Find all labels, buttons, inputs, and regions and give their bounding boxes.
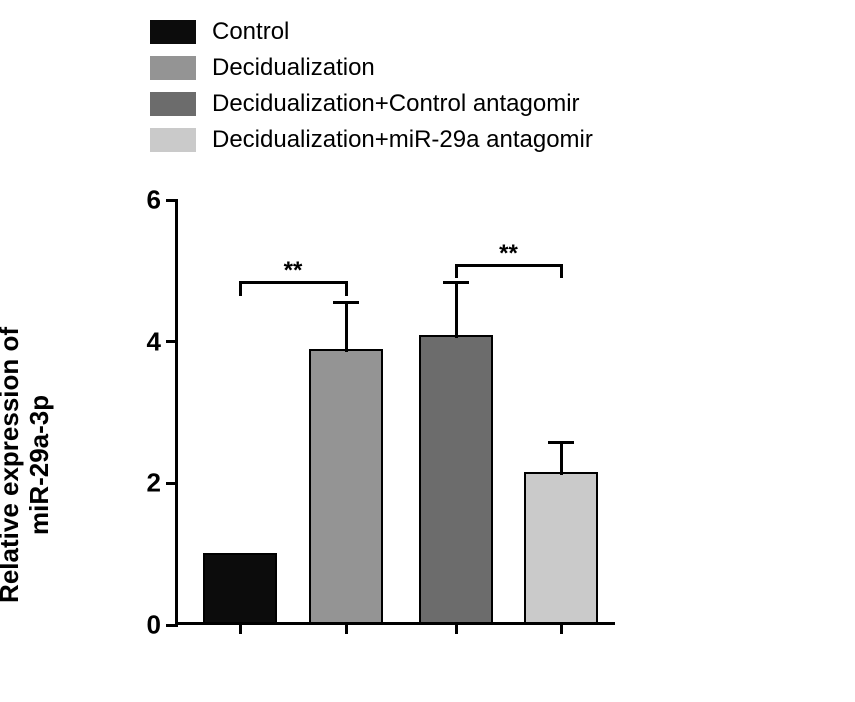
- plot-region: 0246****: [175, 200, 615, 625]
- error-bar-cap: [443, 281, 469, 284]
- y-tick-label: 2: [133, 468, 161, 499]
- error-bar: [560, 443, 563, 475]
- x-tick: [345, 622, 348, 634]
- y-tick: [166, 624, 178, 627]
- bar: [309, 349, 383, 622]
- chart-area: Relative expression of miR-29a-3p 0246**…: [60, 185, 680, 680]
- y-tick: [166, 199, 178, 202]
- legend-label: Decidualization: [212, 54, 375, 82]
- x-tick: [560, 622, 563, 634]
- legend-swatch: [150, 128, 196, 152]
- y-tick-label: 6: [133, 185, 161, 216]
- legend-swatch: [150, 92, 196, 116]
- significance-label: **: [499, 240, 518, 268]
- y-axis-label-line1: Relative expression of: [0, 327, 24, 603]
- y-tick-label: 0: [133, 610, 161, 641]
- significance-bracket-drop: [560, 264, 563, 278]
- legend-item: Decidualization+miR-29a antagomir: [150, 126, 593, 154]
- legend-item: Decidualization: [150, 54, 593, 82]
- legend-item: Decidualization+Control antagomir: [150, 90, 593, 118]
- bar: [524, 472, 598, 622]
- significance-label: **: [284, 257, 303, 285]
- legend-label: Decidualization+Control antagomir: [212, 90, 580, 118]
- legend: Control Decidualization Decidualization+…: [150, 18, 593, 162]
- error-bar: [345, 303, 348, 353]
- error-bar: [455, 283, 458, 338]
- x-tick: [239, 622, 242, 634]
- legend-item: Control: [150, 18, 593, 46]
- x-tick: [455, 622, 458, 634]
- legend-swatch: [150, 56, 196, 80]
- y-tick: [166, 340, 178, 343]
- legend-swatch: [150, 20, 196, 44]
- legend-label: Control: [212, 18, 289, 46]
- legend-label: Decidualization+miR-29a antagomir: [212, 126, 593, 154]
- significance-bracket-drop: [345, 281, 348, 295]
- y-axis-label-line2: miR-29a-3p: [24, 395, 54, 535]
- significance-bracket-drop: [455, 264, 458, 278]
- error-bar-cap: [333, 301, 359, 304]
- y-tick-label: 4: [133, 326, 161, 357]
- error-bar-cap: [548, 441, 574, 444]
- significance-bracket-drop: [239, 281, 242, 295]
- bar: [419, 335, 493, 622]
- y-tick: [166, 482, 178, 485]
- bar: [203, 553, 277, 622]
